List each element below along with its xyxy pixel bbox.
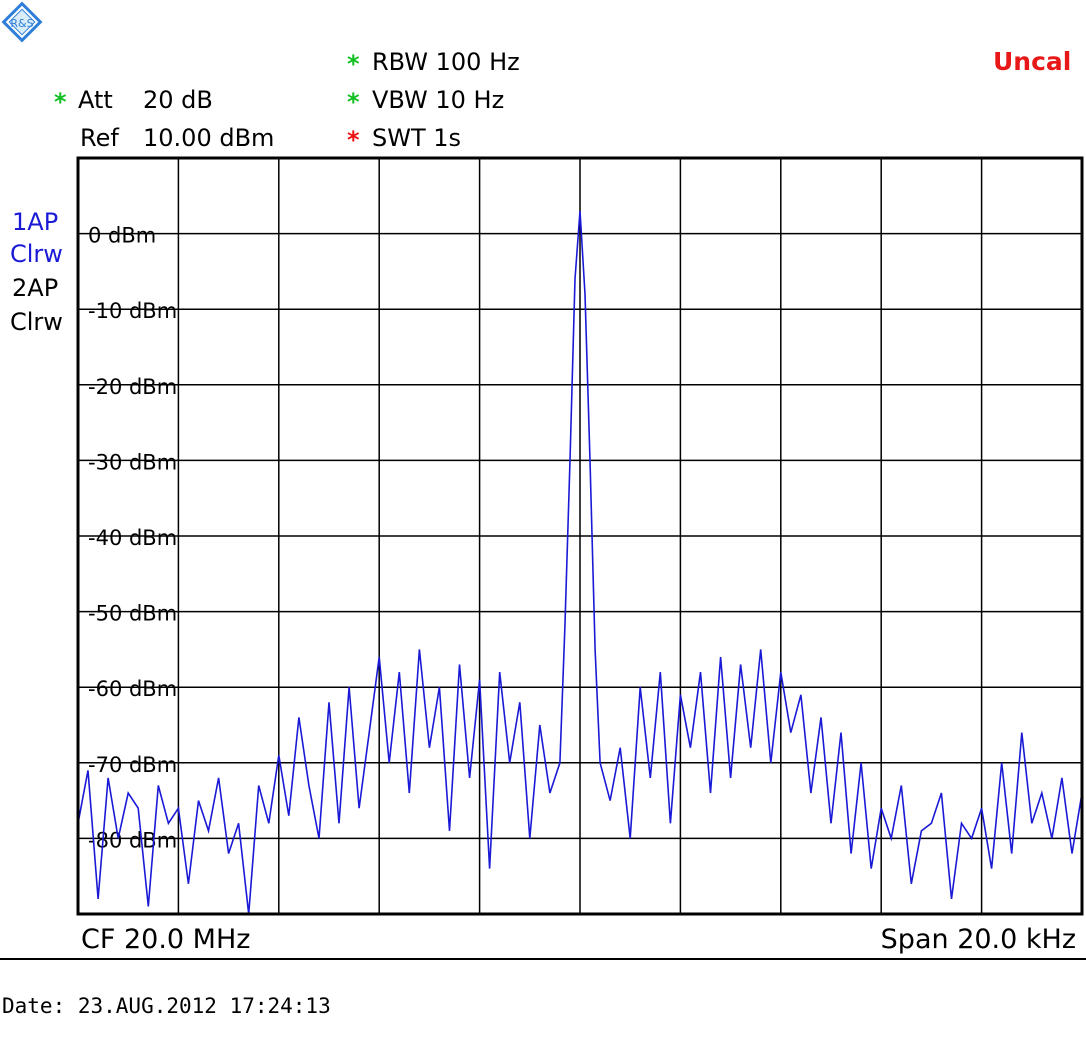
swt-star: *: [347, 126, 360, 154]
y-tick-label: -80 dBm: [88, 828, 177, 852]
y-tick-label: -10 dBm: [88, 299, 177, 323]
svg-text:R&S: R&S: [10, 17, 33, 30]
grid: [78, 158, 1082, 914]
uncal-indicator: Uncal: [993, 47, 1072, 76]
y-tick-label: -70 dBm: [88, 753, 177, 777]
ref-value: 10.00 dBm: [143, 124, 275, 152]
plot-frame: [76, 156, 1084, 916]
y-tick-label: -30 dBm: [88, 450, 177, 474]
trace1-mode: 1AP: [12, 208, 59, 236]
att-value: 20 dB: [143, 86, 213, 114]
ref-label: Ref: [80, 124, 119, 152]
y-tick-label: -20 dBm: [88, 375, 177, 399]
att-star: *: [54, 88, 67, 116]
y-tick-labels: 0 dBm -10 dBm -20 dBm -30 dBm -40 dBm -50 dBm…: [88, 224, 177, 853]
y-tick-label: -60 dBm: [88, 677, 177, 701]
rbw-readout: RBW 100 Hz: [372, 48, 520, 76]
span-readout: Span 20.0 kHz: [880, 924, 1076, 955]
trace2-mode: 2AP: [12, 274, 59, 302]
trace1-detector: Clrw: [10, 240, 63, 268]
y-tick-label: 0 dBm: [88, 224, 156, 248]
trace-1-line: [77, 210, 1083, 915]
center-frequency: CF 20.0 MHz: [81, 924, 251, 955]
y-tick-label: -50 dBm: [88, 602, 177, 626]
trace2-detector: Clrw: [10, 308, 63, 336]
y-tick-label: -40 dBm: [88, 526, 177, 550]
swt-readout: SWT 1s: [372, 124, 462, 152]
rbw-star: *: [347, 50, 360, 78]
rohde-schwarz-logo: R&S: [1, 1, 43, 43]
vbw-readout: VBW 10 Hz: [372, 86, 505, 114]
footer-divider: [0, 958, 1086, 960]
date-stamp: Date: 23.AUG.2012 17:24:13: [2, 994, 331, 1018]
vbw-star: *: [347, 88, 360, 116]
att-label: Att: [78, 86, 113, 114]
